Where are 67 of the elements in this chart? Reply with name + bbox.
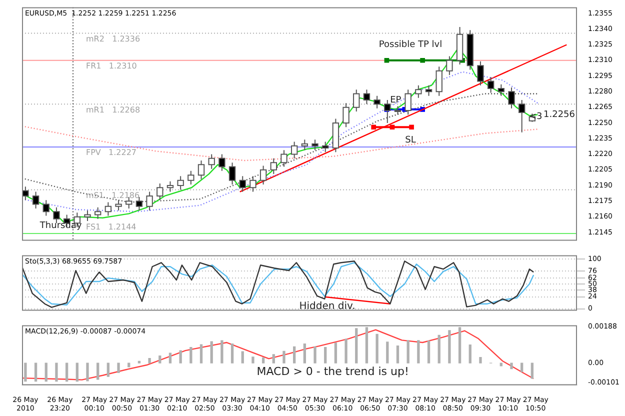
bar (510, 362, 513, 370)
bar (272, 354, 275, 364)
bar (344, 338, 348, 364)
line-series (22, 125, 538, 162)
bar (479, 356, 482, 364)
bar (427, 340, 430, 364)
bar (365, 327, 368, 364)
bar (324, 346, 327, 364)
bar (530, 362, 534, 379)
annotation: Possible TP lvl (378, 40, 442, 50)
bar (406, 340, 410, 364)
annotation: Thursday (38, 220, 82, 231)
annotation: SL (405, 136, 416, 146)
bar (500, 362, 502, 366)
bar (168, 352, 172, 364)
bar (34, 362, 38, 382)
ref-line-label: mR2 1.2336 (86, 34, 140, 44)
annotation: EP (390, 95, 402, 106)
bar (520, 362, 524, 372)
bar (128, 362, 130, 368)
bar (417, 340, 420, 364)
bar (138, 360, 141, 364)
ref-line-label: mR1 1.2268 (86, 105, 140, 114)
bar (210, 341, 213, 364)
bar (468, 344, 472, 364)
bar (252, 356, 254, 364)
ref-line-label: FS1 1.2144 (86, 222, 136, 232)
bar (448, 330, 451, 364)
bar (65, 362, 68, 382)
bar (106, 362, 110, 377)
point (390, 124, 395, 130)
bar (355, 328, 358, 364)
bar (179, 350, 182, 364)
bar (86, 362, 89, 382)
bar (314, 346, 316, 364)
bar (334, 342, 338, 364)
bar (230, 344, 234, 364)
point (409, 124, 414, 130)
annotation: MACD > 0 - the trend is up! (256, 364, 409, 378)
bar (117, 362, 120, 374)
point (371, 124, 376, 130)
bar (158, 355, 162, 364)
bar (220, 340, 224, 364)
ref-line-label: FR1 1.2310 (86, 61, 137, 70)
bar (262, 357, 265, 364)
bar (396, 345, 400, 364)
point (420, 58, 425, 63)
bar (376, 334, 378, 364)
bar (293, 346, 296, 364)
annotation: Hidden div. (299, 300, 356, 312)
bar (76, 362, 78, 382)
bar (458, 327, 462, 364)
point (384, 58, 390, 63)
ref-line-label: FPV 1.2227 (86, 148, 137, 158)
bar (303, 344, 306, 364)
bar (148, 358, 151, 364)
bar (55, 362, 58, 382)
bar (282, 350, 286, 364)
bar (24, 362, 27, 382)
bar (438, 334, 440, 364)
bar (241, 351, 244, 364)
annotation: 1.2256 (544, 110, 576, 120)
bar (200, 344, 203, 364)
bar (190, 346, 192, 364)
bar (96, 362, 100, 380)
bar (386, 342, 389, 364)
bar (44, 362, 48, 382)
